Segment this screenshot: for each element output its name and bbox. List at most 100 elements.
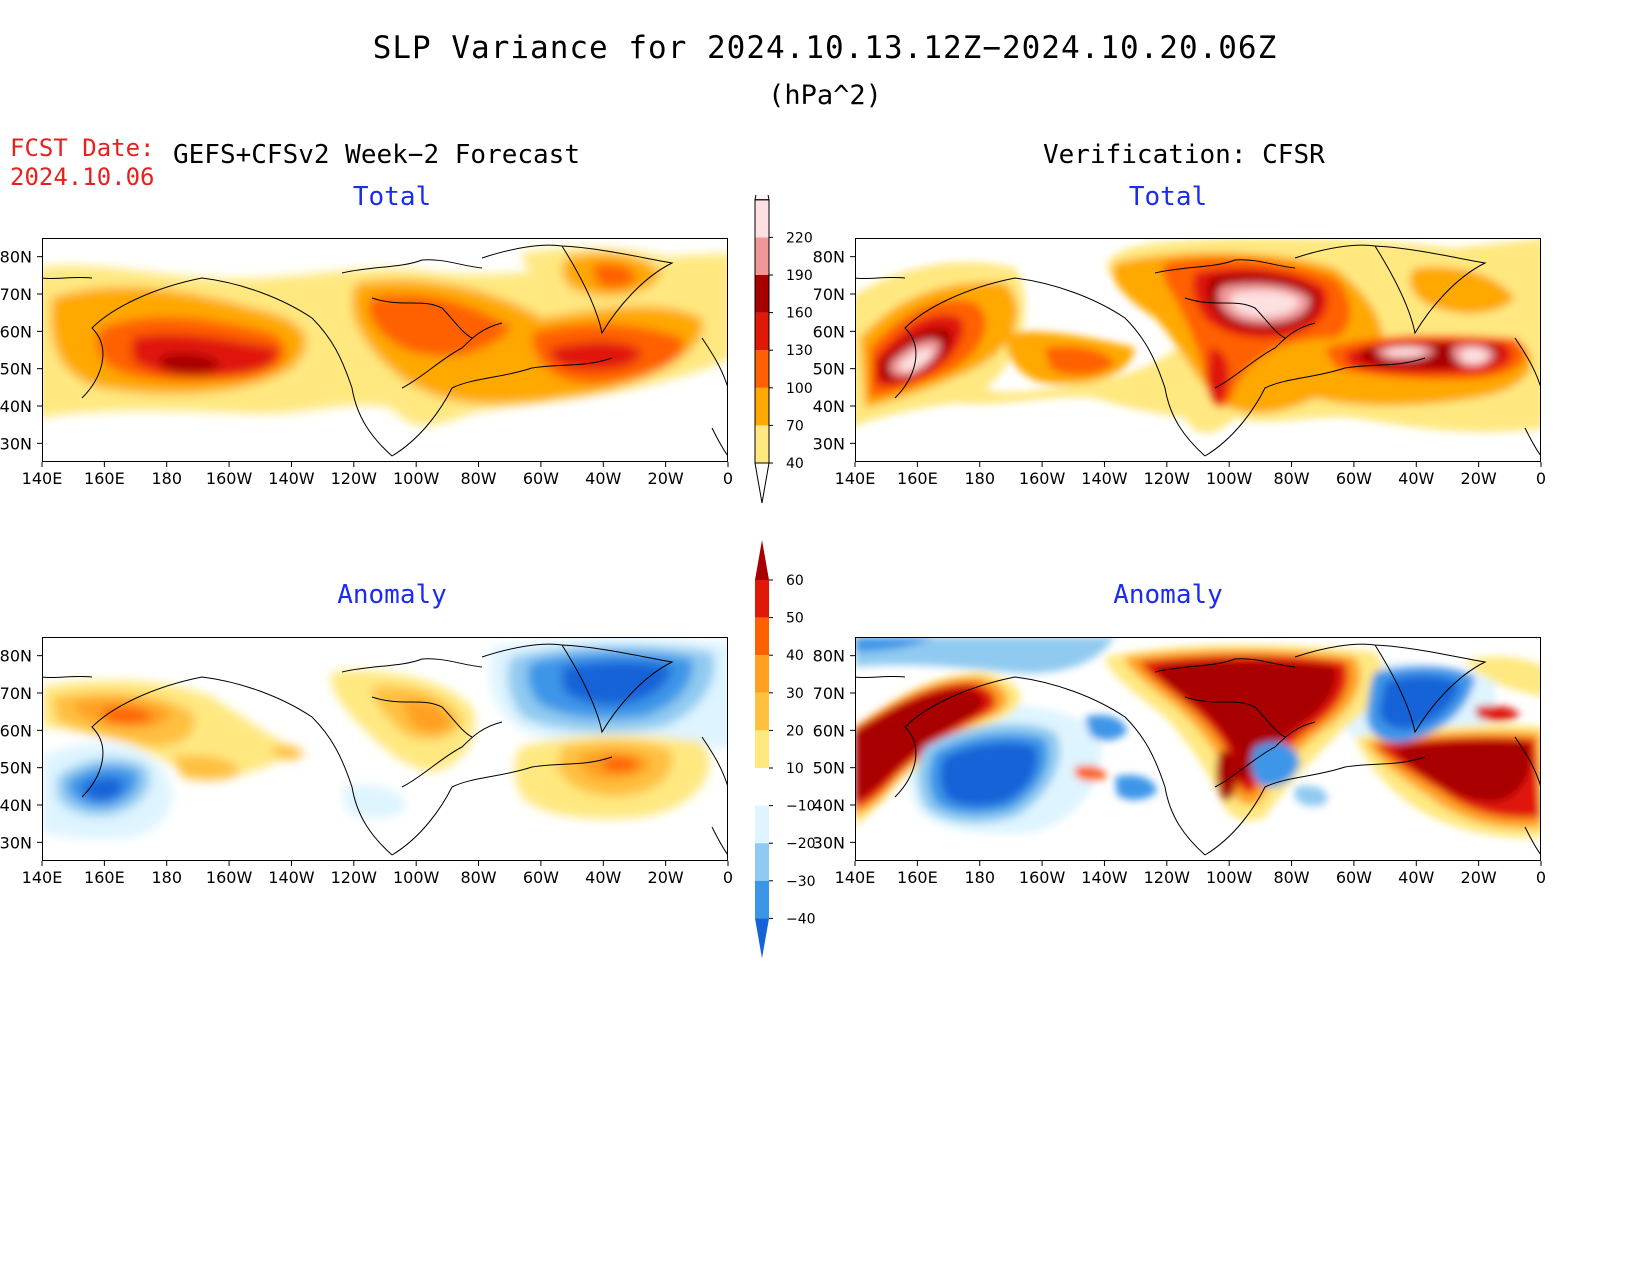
colorbar-level-label: −40	[786, 911, 815, 927]
lat-tick-label: 60N	[813, 721, 845, 740]
lon-tick-label: 160W	[206, 868, 253, 887]
lon-tick-label: 140E	[835, 868, 876, 887]
colorbar-segment	[755, 387, 769, 426]
fcst-date-caption: FCST Date:	[10, 134, 155, 162]
forecast-anomaly-subtitle: Anomaly	[337, 580, 447, 610]
lon-tick-label: 80W	[1273, 469, 1309, 488]
lat-tick-label: 80N	[813, 248, 845, 267]
lat-tick-label: 30N	[0, 434, 32, 453]
lat-tick-label: 80N	[0, 647, 32, 666]
colorbar-segment	[755, 692, 769, 731]
lat-tick-label: 80N	[813, 647, 845, 666]
anomaly-colorbar: 60 50 40 30 20 10 −10 −20 −30 −40	[755, 540, 815, 959]
colorbar-low-arrow	[754, 462, 770, 504]
lon-tick-label: 0	[1536, 868, 1546, 887]
lon-tick-label: 120W	[1144, 469, 1191, 488]
lon-tick-label: 0	[723, 868, 733, 887]
lon-tick-label: 160E	[84, 469, 125, 488]
lat-tick-label: 60N	[0, 322, 32, 341]
lon-tick-label: 20W	[1461, 868, 1497, 887]
colorbar-level-label: 60	[786, 573, 804, 589]
lon-tick-label: 140E	[22, 868, 63, 887]
verification-total-subtitle: Total	[1128, 182, 1208, 212]
fcst-date-value: 2024.10.06	[10, 163, 155, 191]
lon-tick-label: 140W	[1081, 868, 1128, 887]
lat-tick-label: 70N	[813, 285, 845, 304]
colorbar-segment	[755, 805, 769, 844]
forecast-total-subtitle: Total	[352, 182, 432, 212]
lon-tick-label: 160W	[206, 469, 253, 488]
colorbar-level-label: 220	[786, 230, 813, 246]
colorbar-segment	[755, 768, 769, 806]
lon-tick-label: 100W	[1206, 868, 1253, 887]
lat-tick-label: 40N	[0, 796, 32, 815]
lon-tick-label: 160W	[1019, 868, 1066, 887]
colorbar-level-label: 10	[786, 761, 804, 777]
lon-tick-label: 20W	[648, 469, 684, 488]
lon-tick-label: 180	[964, 868, 995, 887]
colorbar-segment	[755, 617, 769, 656]
units-label: (hPa^2)	[768, 80, 882, 111]
lon-tick-label: 40W	[1398, 469, 1434, 488]
colorbar-level-label: 20	[786, 723, 804, 739]
lon-tick-label: 60W	[523, 469, 559, 488]
total-colorbar: 40 70 100 130 160 190 220	[754, 195, 813, 504]
lon-tick-label: 140E	[835, 469, 876, 488]
figure-title: SLP Variance for 2024.10.13.12Z−2024.10.…	[372, 30, 1278, 66]
lat-tick-label: 80N	[0, 248, 32, 267]
colorbar-low-arrow	[755, 918, 769, 959]
forecast-date-label: FCST Date: 2024.10.06	[10, 134, 155, 192]
lon-tick-label: 80W	[460, 469, 496, 488]
lon-tick-label: 180	[964, 469, 995, 488]
colorbar-segment	[755, 880, 769, 919]
lon-tick-label: 60W	[1336, 868, 1372, 887]
lat-tick-label: 40N	[813, 397, 845, 416]
lon-tick-label: 140W	[1081, 469, 1128, 488]
lat-tick-label: 60N	[813, 322, 845, 341]
lon-tick-label: 100W	[393, 868, 440, 887]
lat-tick-label: 60N	[0, 721, 32, 740]
lat-tick-label: 50N	[0, 360, 32, 379]
lat-tick-label: 30N	[0, 833, 32, 852]
lon-tick-label: 180	[151, 868, 182, 887]
colorbar-level-label: −20	[786, 836, 815, 852]
colorbar-segment	[755, 350, 769, 388]
colorbar-segment	[755, 312, 769, 351]
colorbar-segment	[755, 237, 769, 275]
lon-tick-label: 20W	[1461, 469, 1497, 488]
lon-tick-label: 160E	[897, 469, 938, 488]
lat-tick-label: 70N	[813, 684, 845, 703]
lon-tick-label: 0	[723, 469, 733, 488]
colorbar-level-label: 50	[786, 611, 804, 627]
verification-total-map	[855, 238, 1541, 462]
lon-tick-label: 120W	[1144, 868, 1191, 887]
verification-heading: Verification: CFSR	[1043, 140, 1325, 170]
colorbar-level-label: 160	[786, 306, 813, 322]
lat-tick-label: 50N	[0, 759, 32, 778]
colorbar-segment	[755, 730, 769, 768]
lon-tick-label: 60W	[523, 868, 559, 887]
colorbar-segment	[755, 655, 769, 693]
lon-tick-label: 160E	[897, 868, 938, 887]
lon-tick-label: 120W	[331, 469, 378, 488]
colorbar-high-arrow	[754, 195, 770, 201]
lon-tick-label: 60W	[1336, 469, 1372, 488]
lon-tick-label: 120W	[331, 868, 378, 887]
lat-tick-label: 30N	[813, 833, 845, 852]
lon-tick-label: 140W	[268, 868, 315, 887]
lon-tick-label: 0	[1536, 469, 1546, 488]
colorbar-level-label: 130	[786, 343, 813, 359]
colorbar-level-label: 30	[786, 686, 804, 702]
colorbar-segment	[755, 199, 769, 238]
colorbar-level-label: 190	[786, 268, 813, 284]
lon-tick-label: 20W	[648, 868, 684, 887]
lat-tick-label: 40N	[0, 397, 32, 416]
colorbar-level-label: −10	[786, 799, 815, 815]
lat-tick-label: 70N	[0, 684, 32, 703]
lat-tick-label: 70N	[0, 285, 32, 304]
forecast-total-map	[42, 238, 728, 462]
verification-anomaly-map	[855, 637, 1541, 861]
lon-tick-label: 40W	[1398, 868, 1434, 887]
forecast-anomaly-map	[42, 637, 728, 861]
lon-tick-label: 180	[151, 469, 182, 488]
